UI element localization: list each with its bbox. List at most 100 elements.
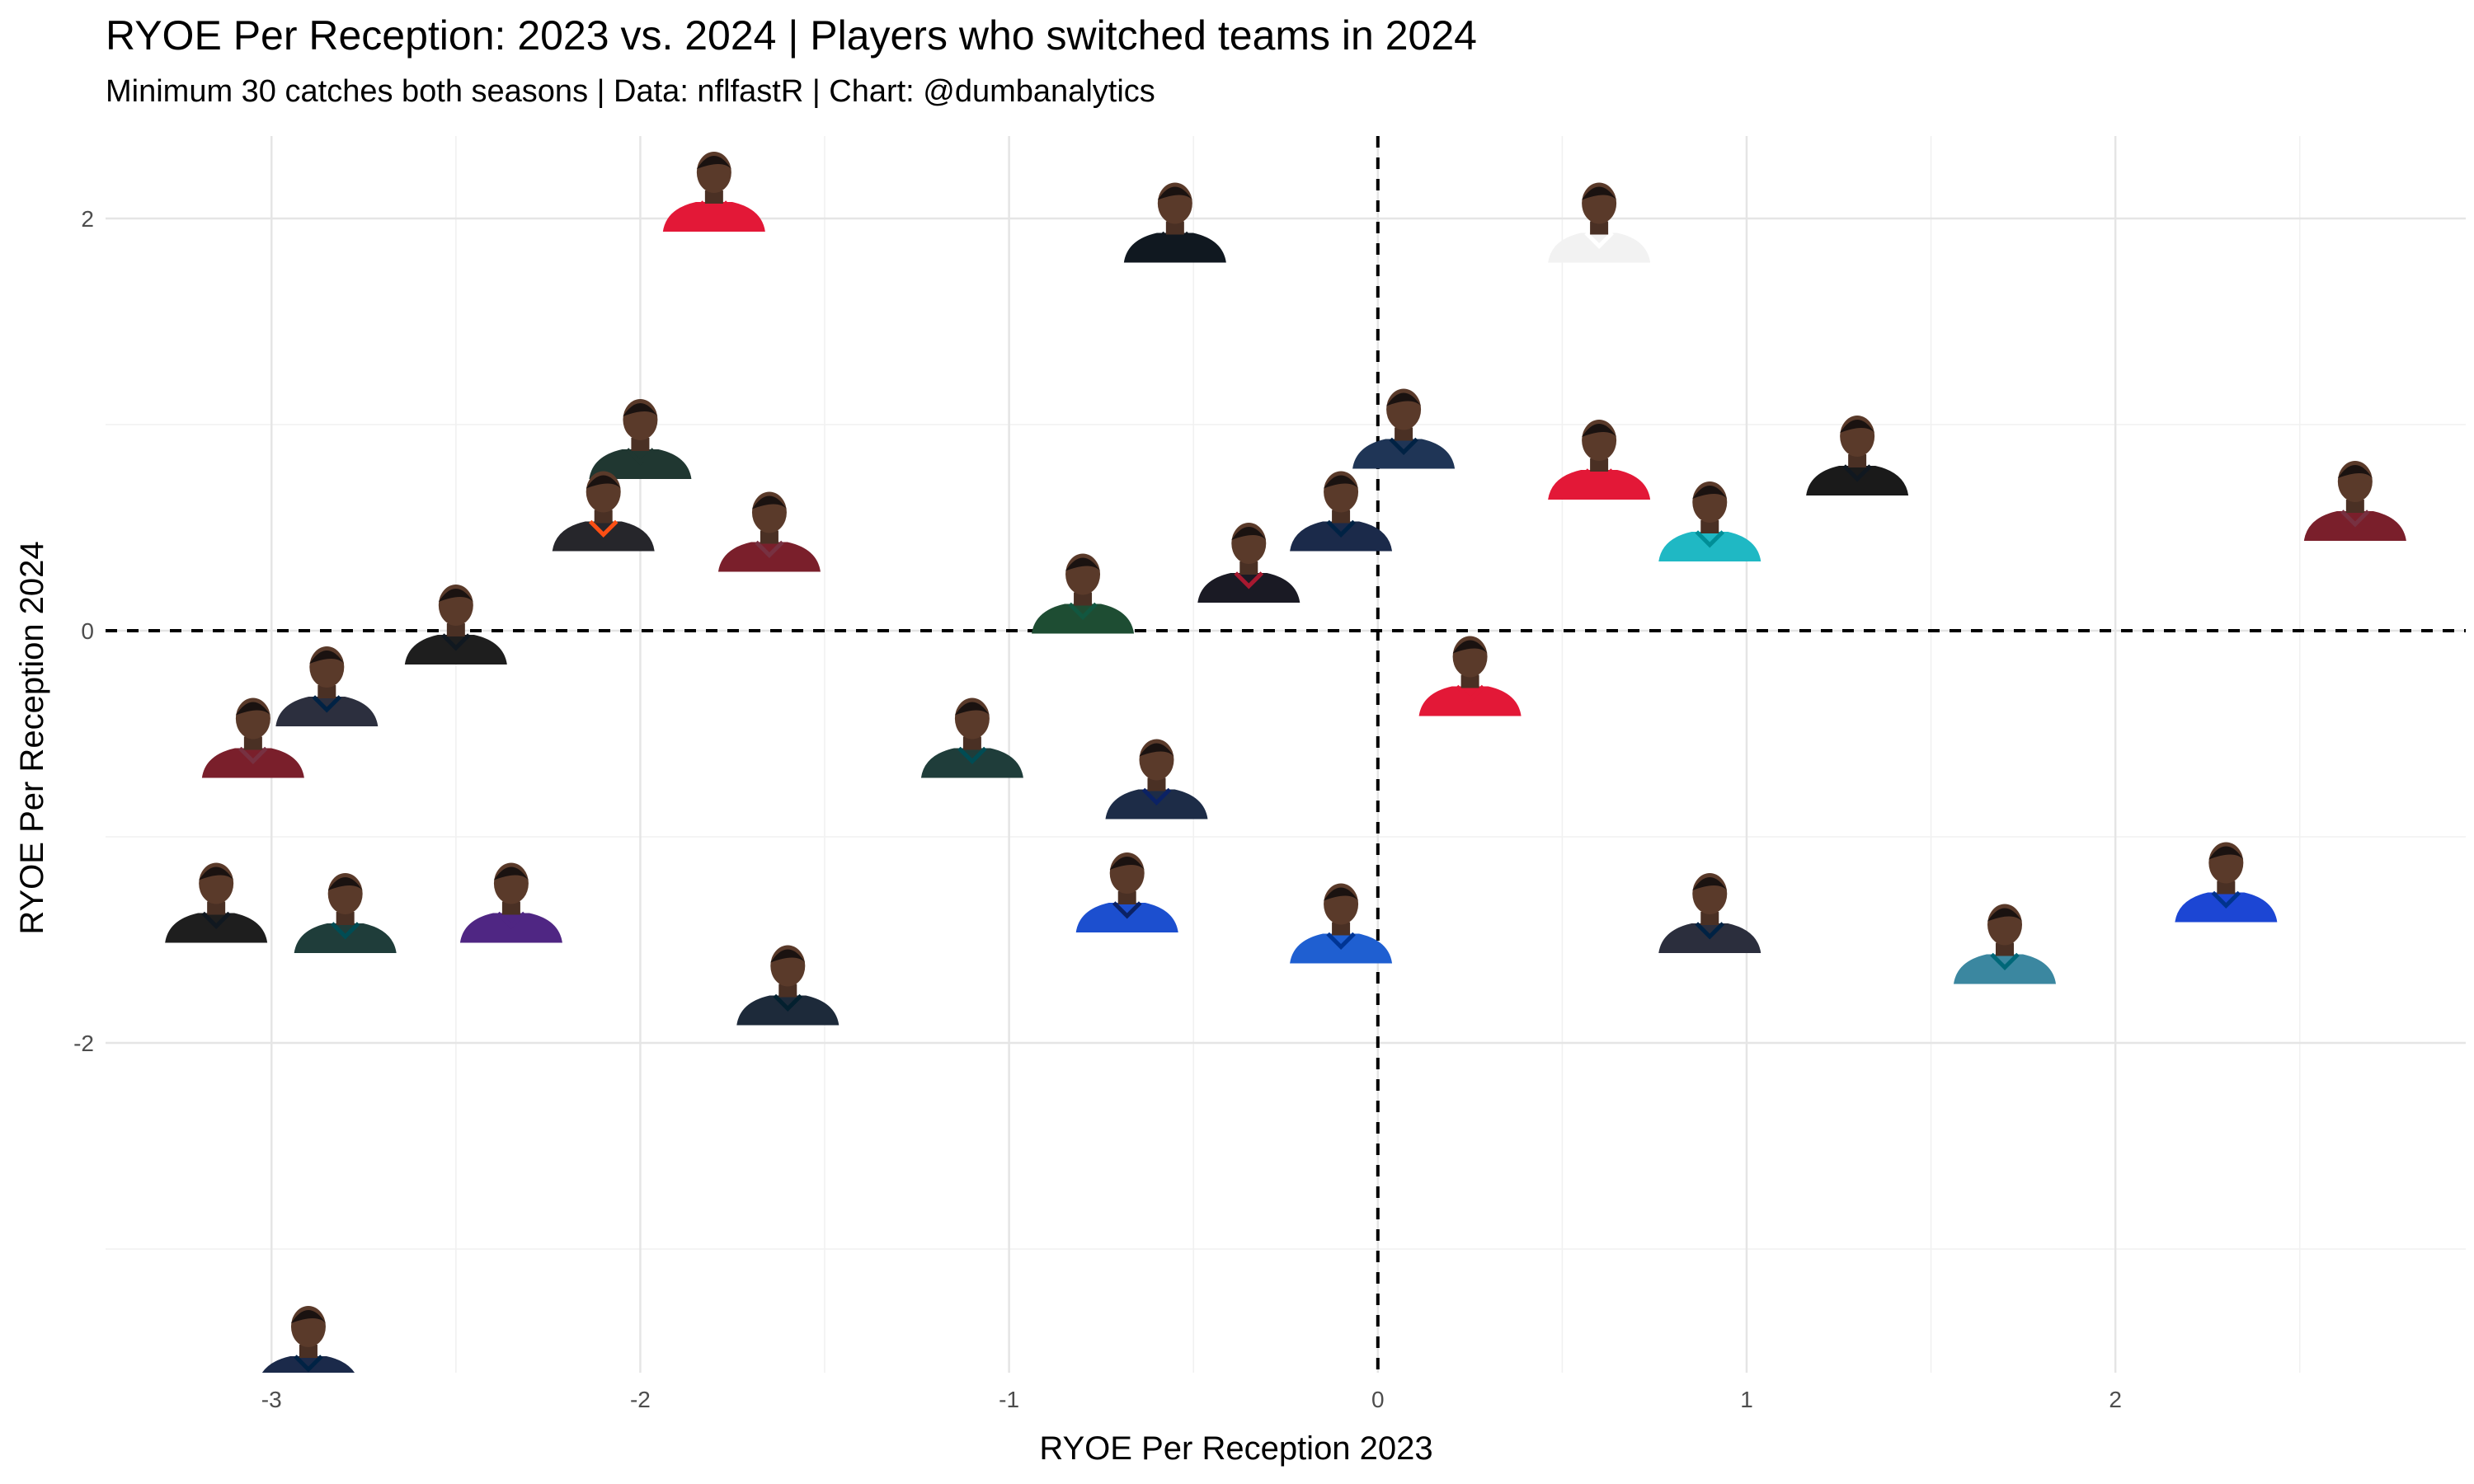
player-hair — [1692, 486, 1728, 499]
player-neck — [1147, 777, 1166, 791]
player-hair — [696, 156, 731, 169]
x-tick-label: 0 — [1371, 1387, 1385, 1412]
player-hair — [1324, 475, 1359, 489]
reference-lines — [106, 136, 2466, 1373]
player-collar — [1389, 437, 1418, 456]
player-neck — [1590, 458, 1609, 472]
player-collar — [1584, 231, 1614, 250]
player-collar — [1584, 468, 1614, 486]
y-tick-label: 0 — [81, 618, 94, 644]
player-neck — [2345, 500, 2364, 513]
tick-labels: -3 -2 -1 0 1 2 -2 0 2 — [73, 206, 2122, 1412]
player-hair — [235, 702, 270, 716]
player-headshot-point — [717, 491, 821, 572]
player-hair — [2337, 465, 2373, 478]
player-neck — [778, 984, 797, 998]
player-headshot-point — [920, 697, 1023, 778]
y-tick-label: -2 — [73, 1031, 94, 1056]
player-hair — [1065, 557, 1101, 571]
player-hair — [770, 949, 806, 963]
player-hair — [290, 1310, 326, 1323]
player-collar — [1234, 571, 1264, 589]
player-neck — [1590, 221, 1609, 235]
player-neck — [1332, 510, 1351, 524]
player-headshot-point — [2175, 842, 2278, 923]
player-collar — [294, 1355, 323, 1373]
player-collar — [1326, 932, 1356, 951]
player-neck — [317, 685, 336, 698]
player-neck — [1460, 674, 1479, 688]
player-collar — [699, 200, 729, 218]
player-neck — [1700, 520, 1719, 533]
player-neck — [299, 1345, 317, 1358]
player-collar — [1695, 530, 1725, 548]
player-headshot-point — [1352, 388, 1456, 469]
chart-subtitle: Minimum 30 catches both seasons | Data: … — [106, 74, 1155, 109]
player-collar — [1990, 952, 2020, 971]
player-collar — [330, 922, 360, 940]
player-hair — [327, 877, 363, 890]
x-tick-label: -3 — [261, 1387, 282, 1412]
player-headshot-point — [1290, 883, 1393, 964]
player-hair — [1231, 527, 1267, 540]
player-headshot-point — [662, 152, 765, 232]
player-hair — [438, 589, 473, 602]
x-tick-label: -1 — [999, 1387, 1019, 1412]
player-neck — [1239, 561, 1258, 575]
x-tick-label: 2 — [2109, 1387, 2122, 1412]
player-hair — [2208, 846, 2244, 860]
player-neck — [336, 912, 355, 925]
player-collar — [496, 911, 526, 930]
player-headshot-point — [404, 585, 507, 665]
player-neck — [1074, 592, 1093, 606]
player-hair — [493, 866, 529, 881]
player-headshot-point — [1032, 553, 1135, 634]
player-neck — [1700, 912, 1719, 925]
player-hair — [1157, 186, 1192, 200]
player-neck — [1165, 221, 1184, 235]
chart-title: RYOE Per Reception: 2023 vs. 2024 | Play… — [106, 12, 1477, 59]
player-headshot-point — [1954, 904, 2057, 984]
player-hair — [1987, 908, 2023, 922]
player-headshot-point — [201, 697, 304, 778]
player-neck — [1848, 454, 1867, 467]
player-neck — [962, 736, 981, 750]
player-jersey — [262, 1356, 355, 1373]
player-neck — [207, 901, 226, 915]
player-collar — [755, 540, 784, 559]
player-headshot-point — [2303, 461, 2406, 541]
player-hair — [1386, 392, 1422, 406]
player-collar — [2340, 510, 2370, 528]
player-collar — [1842, 464, 1872, 482]
player-headshot-point — [1806, 416, 1909, 495]
player-neck — [1996, 942, 2015, 956]
player-headshot-point — [1658, 481, 1761, 561]
player-headshot-point — [1197, 523, 1300, 603]
player-collar — [1455, 684, 1485, 703]
player-collar — [441, 633, 471, 651]
player-headshot-point — [294, 873, 397, 953]
player-neck — [594, 510, 613, 524]
player-collar — [201, 911, 231, 930]
player-headshot-point — [1123, 182, 1226, 263]
player-collar — [1141, 787, 1172, 806]
player-hair — [954, 702, 990, 716]
player-hair — [751, 495, 787, 510]
player-hair — [1582, 186, 1617, 200]
player-neck — [1117, 891, 1136, 904]
player-headshot-point — [589, 399, 692, 479]
player-headshot-point — [736, 945, 840, 1026]
y-tick-label: 2 — [81, 206, 94, 232]
player-collar — [1326, 519, 1356, 538]
player-hair — [623, 403, 658, 416]
player-neck — [631, 438, 650, 451]
player-collar — [238, 746, 268, 765]
player-collar — [957, 746, 987, 765]
player-neck — [446, 623, 465, 636]
player-neck — [2217, 881, 2236, 895]
player-headshot-point — [552, 471, 655, 552]
player-neck — [501, 901, 520, 915]
player-headshot-point — [165, 862, 268, 943]
player-neck — [1395, 427, 1413, 441]
